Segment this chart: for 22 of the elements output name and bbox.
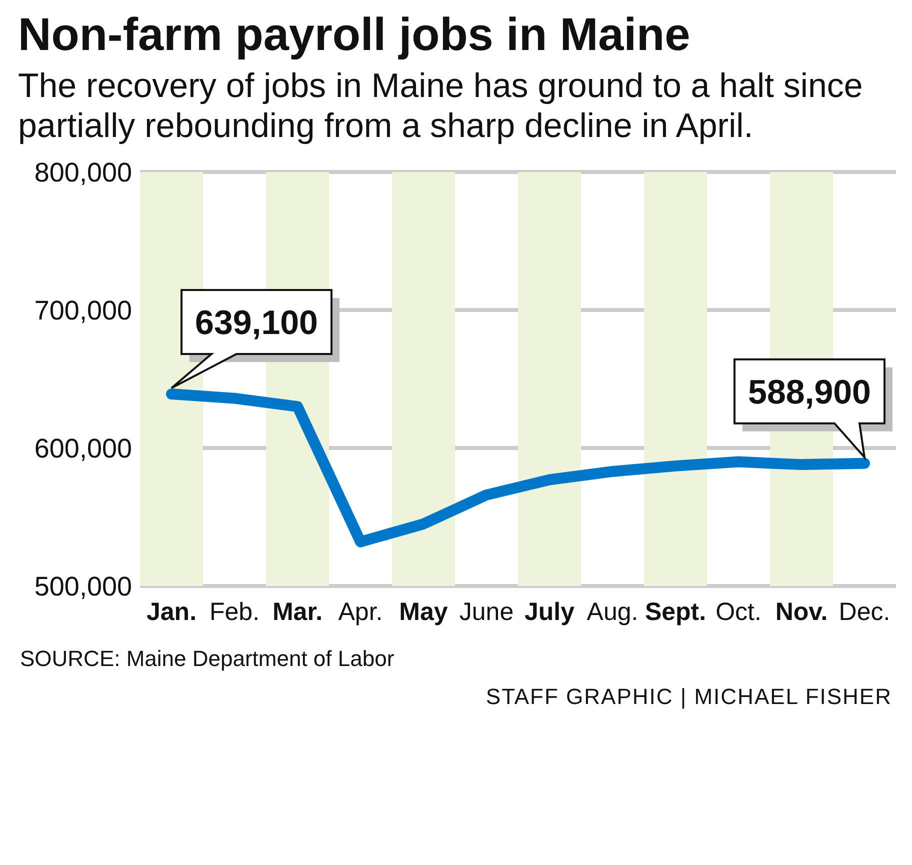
x-tick-label: Feb. <box>209 598 260 626</box>
chart-title: Non-farm payroll jobs in Maine <box>18 8 692 60</box>
source-note: SOURCE: Maine Department of Labor <box>20 646 396 672</box>
y-tick-label: 700,000 <box>34 296 132 326</box>
x-tick-label: Oct. <box>716 598 762 626</box>
y-tick-label: 600,000 <box>34 434 132 464</box>
data-label: 639,100 <box>195 304 318 342</box>
x-tick-label: Apr. <box>338 598 383 626</box>
x-tick-label: Aug. <box>586 598 638 626</box>
x-tick-label: Nov. <box>775 598 828 626</box>
x-tick-label: Jan. <box>146 598 197 626</box>
x-tick-label: June <box>459 598 514 626</box>
x-tick-label: May <box>399 598 448 626</box>
y-tick-label: 800,000 <box>34 158 132 188</box>
chart-subtitle: The recovery of jobs in Maine has ground to a halt since partially rebounding from a sharp decline in April. <box>18 66 864 146</box>
x-tick-label: Sept. <box>644 598 706 626</box>
x-tick-label: Dec. <box>838 598 890 626</box>
x-tick-label: Mar. <box>272 598 323 626</box>
text: STAFF GRAPHIC | MICHAEL FISHER <box>484 684 892 710</box>
data-label: 588,900 <box>748 373 871 412</box>
x-tick-label: July <box>524 598 575 626</box>
y-tick-label: 500,000 <box>34 572 132 602</box>
